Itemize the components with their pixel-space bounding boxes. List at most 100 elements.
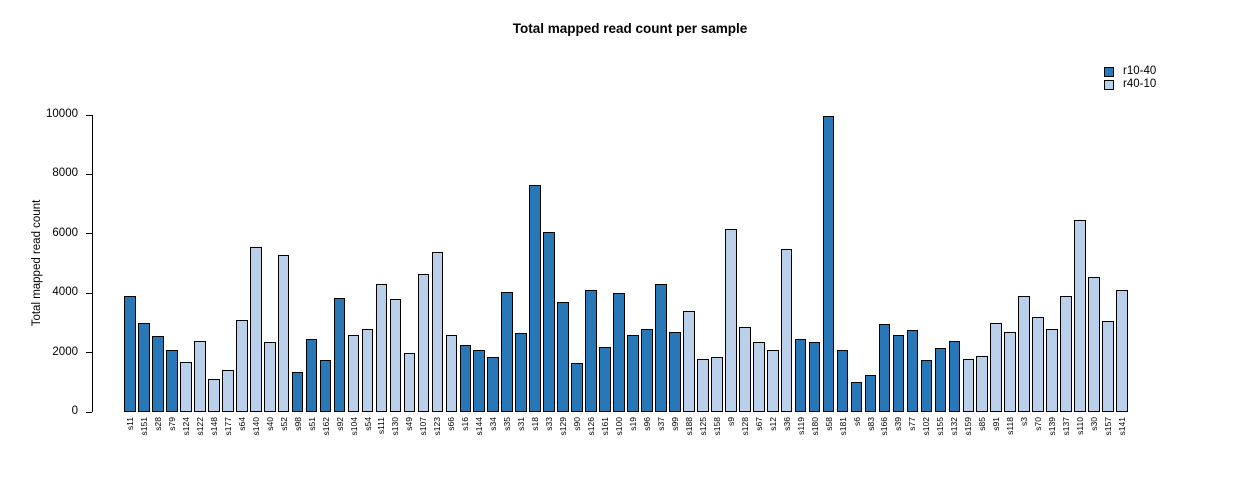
x-tick-label-s36: s36 (781, 417, 792, 431)
x-tick-label-s90: s90 (572, 417, 583, 431)
x-tick-label-s31: s31 (516, 417, 527, 431)
bar-s83 (864, 374, 877, 412)
bar-s35 (501, 291, 514, 412)
x-tick-label-s126: s126 (586, 417, 597, 436)
x-tick-label-s9: s9 (725, 417, 736, 426)
x-tick-label-s181: s181 (837, 417, 848, 436)
x-tick-label-s99: s99 (669, 417, 680, 431)
x-tick-label-s159: s159 (963, 417, 974, 436)
bar-s18 (529, 184, 541, 412)
x-tick-label-s12: s12 (767, 417, 778, 431)
bar-s34 (487, 357, 500, 412)
x-tick-label-s166: s166 (879, 417, 890, 436)
bar-s119 (794, 339, 807, 412)
x-tick-label-s125: s125 (697, 417, 708, 436)
bar-s124 (180, 361, 192, 412)
legend-swatch-r40-10 (1104, 79, 1114, 90)
x-tick-label-s3: s3 (1019, 417, 1030, 426)
bar-s90 (571, 362, 583, 412)
x-tick-label-s58: s58 (823, 417, 834, 431)
bar-s9 (724, 229, 737, 412)
y-tick-label: 6000 (52, 226, 78, 239)
bar-s155 (934, 348, 947, 412)
bar-s137 (1060, 296, 1072, 412)
x-tick-label-s83: s83 (865, 417, 876, 431)
legend-label-r40-10: r40-10 (1123, 78, 1157, 90)
x-tick-label-s118: s118 (1005, 417, 1016, 435)
bar-s110 (1074, 220, 1086, 412)
x-tick-label-s77: s77 (907, 417, 918, 431)
chart-title: Total mapped read count per sample (512, 21, 748, 36)
x-tick-label-s110: s110 (1075, 417, 1086, 435)
bar-s180 (808, 342, 821, 412)
bar-s91 (990, 322, 1003, 412)
y-axis-label: Total mapped read count (31, 199, 43, 327)
legend: r10-40 r40-10 (1104, 65, 1156, 91)
bar-s39 (892, 334, 905, 412)
bar-s122 (194, 340, 206, 412)
bar-s132 (948, 340, 961, 412)
bar-s52 (277, 254, 290, 412)
x-tick-label-s141: s141 (1117, 417, 1127, 436)
bar-s85 (976, 355, 989, 412)
bar-s144 (473, 349, 486, 412)
bar-s92 (333, 297, 346, 412)
legend-item: r40-10 (1104, 78, 1156, 91)
x-tick-label-s151: s151 (138, 417, 149, 436)
y-tick-label: 10000 (46, 108, 78, 120)
x-tick-label-s66: s66 (446, 417, 457, 431)
bar-s159 (962, 358, 975, 412)
bar-s157 (1102, 321, 1114, 412)
bar-s40 (263, 342, 276, 412)
x-tick-label-s92: s92 (334, 417, 345, 431)
bar-s141 (1116, 290, 1128, 412)
x-tick-label-s155: s155 (935, 417, 946, 436)
x-tick-label-s91: s91 (991, 417, 1002, 431)
x-tick-label-s34: s34 (488, 417, 499, 431)
bar-s6 (850, 382, 863, 412)
bar-s129 (557, 302, 569, 412)
bar-s54 (361, 328, 374, 412)
x-tick-label-s100: s100 (614, 417, 624, 436)
bar-s36 (780, 248, 793, 412)
x-tick-label-s158: s158 (711, 417, 722, 436)
bar-s158 (711, 357, 723, 412)
x-tick-label-s124: s124 (180, 417, 191, 436)
x-tick-label-s188: s188 (683, 417, 694, 436)
y-tick-mark (86, 233, 92, 235)
bar-s181 (836, 349, 849, 412)
x-tick-label-s79: s79 (166, 417, 177, 431)
bar-s123 (431, 251, 444, 412)
legend-item: r10-40 (1104, 65, 1156, 78)
bar-s100 (613, 293, 625, 412)
bar-s79 (166, 349, 178, 412)
bar-s28 (152, 336, 164, 412)
bar-s126 (585, 290, 597, 412)
x-tick-label-s67: s67 (753, 417, 764, 431)
y-axis-line (92, 115, 93, 412)
bar-s111 (375, 284, 388, 412)
x-tick-label-s98: s98 (292, 417, 303, 431)
bar-s102 (920, 360, 933, 412)
bar-s128 (738, 327, 751, 412)
bar-s51 (305, 339, 318, 412)
x-tick-label-s119: s119 (795, 417, 806, 435)
x-tick-label-s52: s52 (278, 417, 289, 431)
x-tick-label-s18: s18 (530, 417, 541, 431)
bar-s188 (683, 311, 695, 412)
bar-s107 (417, 273, 430, 412)
x-tick-label-s140: s140 (250, 417, 261, 436)
bar-s33 (543, 232, 555, 412)
x-tick-label-s180: s180 (809, 417, 820, 436)
x-tick-label-s28: s28 (152, 417, 163, 431)
x-tick-label-s85: s85 (977, 417, 988, 431)
bar-s37 (655, 284, 667, 412)
y-tick-label: 8000 (52, 167, 78, 180)
bar-s70 (1032, 316, 1044, 412)
x-tick-label-s130: s130 (390, 417, 401, 436)
bar-s11 (124, 296, 136, 412)
y-tick-label: 4000 (52, 286, 78, 299)
bar-s49 (403, 352, 416, 412)
bar-s77 (906, 330, 919, 412)
bar-s3 (1018, 296, 1030, 412)
